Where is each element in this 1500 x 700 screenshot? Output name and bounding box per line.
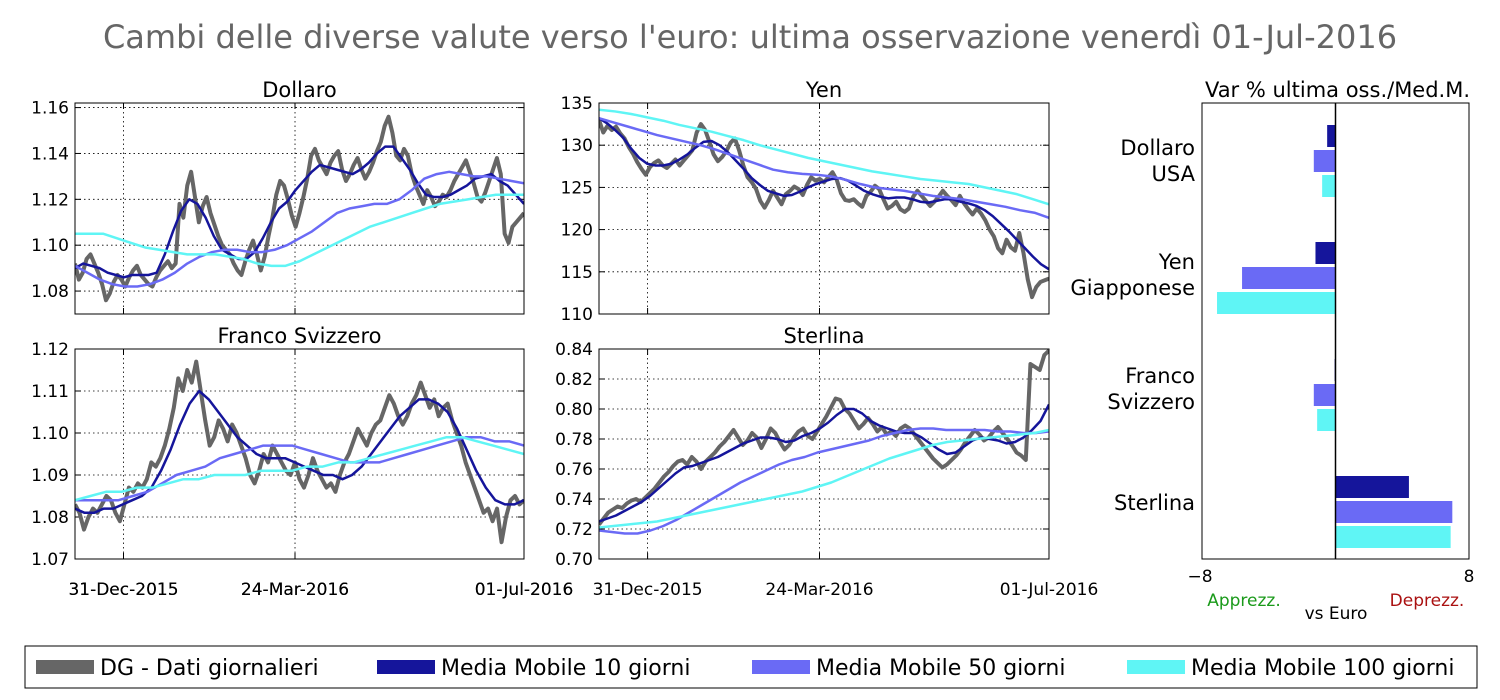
dollaro-xtick-label: 01-Jul-2016 — [475, 580, 574, 600]
legend-label-ma10: Media Mobile 10 giorni — [441, 656, 690, 681]
main-title: Cambi delle diverse valute verso l'euro:… — [103, 18, 1397, 56]
dollaro-xtick-label: 24-Mar-2016 — [241, 580, 349, 600]
sterlina-xtick-label: 01-Jul-2016 — [1000, 580, 1099, 600]
bar-xtick-label: −8 — [1187, 567, 1212, 587]
franco-frame — [74, 348, 525, 560]
yen-series-ma10 — [599, 117, 1049, 271]
yen-ytick-label: 120 — [561, 221, 593, 241]
franco-ytick-label: 1.10 — [31, 424, 69, 444]
dollaro-series-daily — [75, 114, 524, 303]
franco-ytick-label: 1.08 — [31, 508, 69, 528]
franco-ytick-label: 1.07 — [31, 550, 69, 570]
legend-frame — [24, 645, 1478, 689]
dollaro-ytick-label: 1.14 — [31, 144, 69, 164]
yen-ytick-label: 110 — [561, 305, 593, 325]
sterlina-frame — [598, 348, 1050, 560]
bar-ma100-1 — [1217, 292, 1336, 314]
franco-series-ma100 — [75, 435, 524, 502]
franco-panel: 1.07 1.08 1.09 1.10 1.11 1.12 Franco Svizzero 3… — [31, 324, 573, 600]
sterlina-title: Sterlina — [784, 324, 865, 348]
bar-ma10-0 — [1327, 125, 1336, 147]
dollaro-panel: 1.08 1.10 1.12 1.14 1.16 Dollaro 31-Dec-2015 24… — [31, 78, 573, 600]
dollaro-xtick-label: 31-Dec-2015 — [68, 580, 178, 600]
bar-ma50-0 — [1313, 150, 1336, 172]
apprezz-note: Apprezz. — [1207, 591, 1281, 611]
bar-title: Var % ultima oss./Med.M. — [1205, 78, 1470, 102]
bar-category-label: Sterlina — [1114, 491, 1195, 515]
deprezz-note: Deprezz. — [1390, 591, 1465, 611]
bar-frame — [1201, 102, 1470, 560]
dollaro-ytick-label: 1.10 — [31, 236, 69, 256]
sterlina-ytick-label: 0.82 — [555, 370, 593, 390]
sterlina-series-ma50 — [599, 427, 1049, 535]
yen-ytick-label: 115 — [561, 263, 593, 283]
franco-xtick-label: 31-Dec-2015 — [68, 580, 178, 600]
bar-ma10-1 — [1315, 242, 1336, 264]
bar-category-label: Svizzero — [1107, 390, 1195, 414]
bar-ma50-3 — [1335, 501, 1453, 523]
bar-ma100-0 — [1322, 175, 1336, 197]
sterlina-ytick-label: 0.70 — [555, 550, 593, 570]
dollaro-title: Dollaro — [262, 78, 337, 102]
franco-ytick-label: 1.09 — [31, 466, 69, 486]
sterlina-xtick-label: 24-Mar-2016 — [765, 580, 873, 600]
legend-swatch-ma50 — [752, 660, 810, 674]
sterlina-ytick-label: 0.78 — [555, 430, 593, 450]
yen-series-ma50 — [599, 116, 1049, 219]
yen-ytick-label: 125 — [561, 178, 593, 198]
bar-category-label: Giapponese — [1070, 276, 1195, 300]
franco-title: Franco Svizzero — [217, 324, 381, 348]
franco-ytick-label: 1.12 — [31, 340, 69, 360]
dollaro-series-ma100 — [75, 193, 524, 268]
legend: DG - Dati giornalieri Media Mobile 10 gio… — [24, 645, 1478, 689]
sterlina-xtick-label: 31-Dec-2015 — [593, 580, 703, 600]
bar-category-label: USA — [1152, 162, 1196, 186]
sterlina-ytick-label: 0.76 — [555, 460, 593, 480]
legend-label-ma50: Media Mobile 50 giorni — [816, 656, 1065, 681]
bar-category-label: Franco — [1125, 364, 1195, 388]
dollaro-ytick-label: 1.12 — [31, 190, 69, 210]
bar-category-label: Dollaro — [1120, 136, 1195, 160]
sterlina-ytick-label: 0.80 — [555, 400, 593, 420]
sterlina-series-ma100 — [599, 428, 1049, 529]
bar-ma100-2 — [1317, 409, 1336, 431]
yen-ytick-label: 135 — [561, 94, 593, 114]
yen-panel: 110 115 120 125 130 135 Yen — [561, 78, 1050, 325]
bar-ma50-2 — [1313, 384, 1336, 406]
franco-xtick-label: 01-Jul-2016 — [475, 580, 574, 600]
yen-series-ma100 — [599, 108, 1049, 206]
dollaro-series-ma50 — [75, 170, 524, 288]
yen-frame — [598, 102, 1050, 315]
franco-series-ma50 — [75, 435, 524, 502]
yen-ytick-label: 130 — [561, 136, 593, 156]
bar-ma50-1 — [1242, 267, 1336, 289]
sterlina-ytick-label: 0.74 — [555, 490, 593, 510]
legend-label-daily: DG - Dati giornalieri — [100, 656, 319, 681]
bar-ma10-3 — [1335, 476, 1409, 498]
legend-swatch-ma10 — [377, 660, 435, 674]
legend-swatch-daily — [36, 660, 94, 674]
franco-series-daily — [75, 359, 524, 545]
sterlina-ytick-label: 0.72 — [555, 520, 593, 540]
bar-xlabel: vs Euro — [1305, 604, 1368, 624]
bar-xtick-label: 8 — [1464, 567, 1475, 587]
dollaro-ytick-label: 1.08 — [31, 282, 69, 302]
bar-category-label: Yen — [1158, 250, 1195, 274]
franco-ytick-label: 1.11 — [31, 382, 69, 402]
legend-label-ma100: Media Mobile 100 giorni — [1191, 656, 1454, 681]
chart-panels: 1.08 1.10 1.12 1.14 1.16 Dollaro 31-Dec-2015 24… — [31, 78, 1098, 600]
dollaro-frame — [74, 102, 525, 315]
legend-swatch-ma100 — [1127, 660, 1185, 674]
bar-ma100-3 — [1335, 526, 1451, 548]
sterlina-panel: 0.70 0.72 0.74 0.76 0.78 0.80 0.82 0.84 Sterlina… — [555, 324, 1098, 600]
franco-xtick-label: 24-Mar-2016 — [241, 580, 349, 600]
dollaro-series-ma10 — [75, 145, 524, 279]
yen-title: Yen — [805, 78, 842, 102]
sterlina-ytick-label: 0.84 — [555, 340, 593, 360]
dollaro-ytick-label: 1.16 — [31, 99, 69, 119]
